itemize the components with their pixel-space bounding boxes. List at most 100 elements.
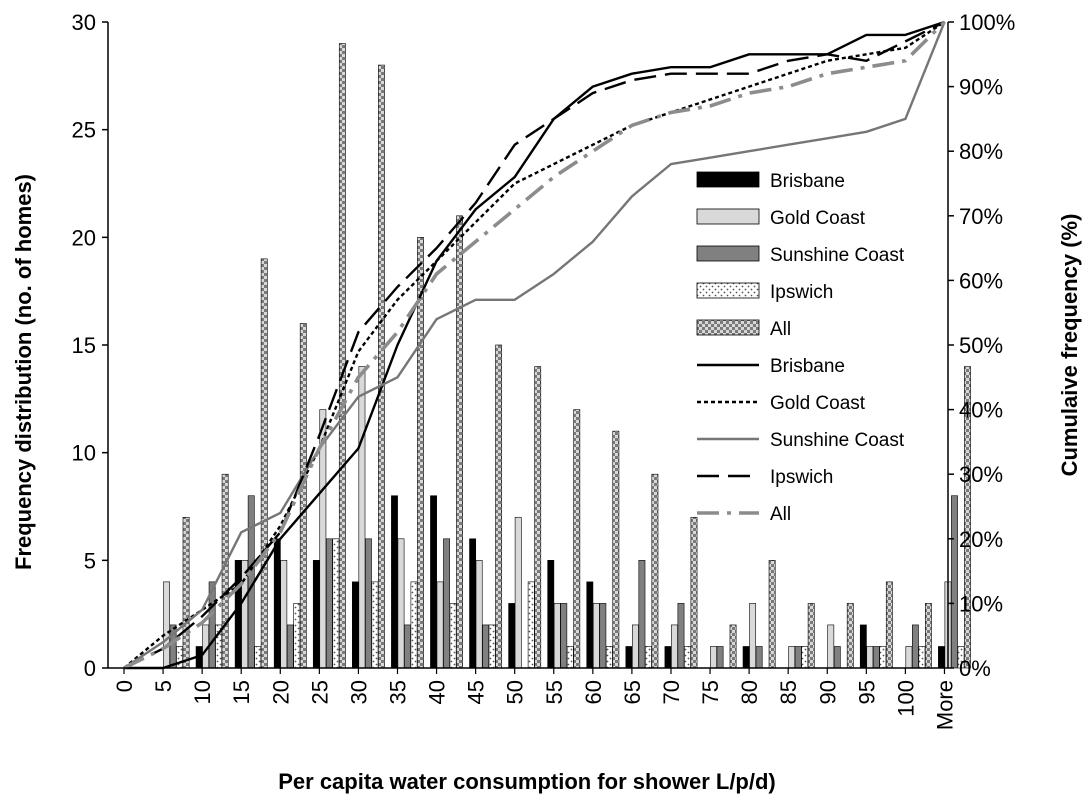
- x-tick-label: 85: [776, 680, 801, 704]
- bar-sunshine-coast-25: [325, 538, 333, 669]
- bar-all-20: [299, 323, 307, 669]
- bar-sunshine-coast-35: [404, 624, 411, 669]
- bar-gold-coast-85: [788, 646, 796, 669]
- y-axis-title: Frequency distribution (no. of homes): [11, 174, 36, 570]
- x-tick-label: 5: [151, 680, 176, 692]
- bar-gold-coast-65: [632, 624, 639, 669]
- y-tick-label: 15: [72, 333, 96, 358]
- bar-all-25: [338, 43, 346, 669]
- bar-ipswich-20: [293, 603, 301, 669]
- legend-label-line-brisbane: Brisbane: [770, 356, 845, 377]
- bar-series-all: [182, 43, 971, 669]
- y2-tick-label: 90%: [959, 75, 1003, 100]
- x-tick-label: 40: [425, 680, 450, 704]
- bar-all-95: [885, 581, 893, 669]
- bar-sunshine-coast-20: [286, 624, 294, 669]
- bar-ipswich-5: [176, 646, 183, 669]
- bar-sunshine-coast-55: [560, 603, 568, 669]
- bar-brisbane-45: [469, 538, 477, 669]
- bar-brisbane-more: [938, 646, 945, 669]
- bar-ipswich-60: [605, 646, 613, 669]
- bar-ipswich-25: [332, 538, 340, 669]
- bar-brisbane-70: [664, 646, 672, 669]
- legend-swatch-bar-sunshine-coast: [696, 245, 760, 262]
- y2-tick-label: 10%: [959, 591, 1003, 616]
- bar-sunshine-coast-more: [951, 495, 958, 669]
- bar-ipswich-30: [371, 581, 379, 669]
- legend-swatch-bar-gold-coast: [696, 208, 760, 225]
- x-tick-label: 60: [581, 680, 606, 704]
- y2-tick-label: 0%: [959, 656, 991, 681]
- bar-sunshine-coast-45: [482, 624, 490, 669]
- bar-brisbane-55: [547, 560, 555, 669]
- x-tick-label: 30: [346, 680, 371, 704]
- y-tick-label: 0: [84, 656, 96, 681]
- axes-layer: [107, 22, 949, 669]
- bar-all-70: [690, 516, 698, 669]
- bar-ipswich-40: [449, 603, 457, 669]
- x-axis-title: Per capita water consumption for shower …: [278, 769, 776, 794]
- x-tick-label: 95: [854, 680, 879, 704]
- bar-brisbane-40: [430, 495, 437, 669]
- bar-sunshine-coast-30: [365, 538, 372, 669]
- y-tick-label: 25: [72, 118, 96, 143]
- bar-all-15: [260, 258, 268, 669]
- bar-sunshine-coast-65: [638, 560, 646, 669]
- bar-ipswich-65: [645, 646, 652, 669]
- bar-gold-coast-75: [710, 646, 717, 669]
- bar-ipswich-55: [566, 646, 574, 669]
- legend-label-bar-brisbane: Brisbane: [770, 171, 845, 192]
- line-all: [123, 20, 946, 670]
- legend-swatch-bar-ipswich: [696, 282, 760, 299]
- bar-gold-coast-30: [358, 366, 366, 669]
- bar-all-90: [846, 603, 854, 669]
- bar-all-more: [964, 366, 971, 669]
- y2-tick-label: 60%: [959, 268, 1003, 293]
- bar-gold-coast-40: [436, 581, 444, 669]
- bar-gold-coast-15: [241, 560, 249, 669]
- bar-brisbane-50: [508, 603, 516, 669]
- bar-all-65: [651, 473, 659, 669]
- bar-ipswich-50: [527, 581, 535, 669]
- y2-tick-label: 80%: [959, 139, 1003, 164]
- legend-label-bar-all: All: [770, 319, 791, 340]
- bar-sunshine-coast-80: [755, 646, 763, 669]
- x-tick-label: 25: [307, 680, 332, 704]
- ticks-layer: 0 5 10 15 20 25 30 0% 10% 20% 30% 40% 50% 60% 70% 80% 90…: [72, 10, 1016, 730]
- bar-brisbane-60: [586, 581, 594, 669]
- y2-tick-label: 40%: [959, 398, 1003, 423]
- y2-tick-label: 50%: [959, 333, 1003, 358]
- bar-gold-coast-80: [749, 603, 757, 669]
- x-tick-label: 50: [503, 680, 528, 704]
- bar-all-5: [182, 516, 190, 669]
- y2-tick-label: 70%: [959, 204, 1003, 229]
- legend-label-bar-gold-coast: Gold Coast: [770, 208, 866, 229]
- lines-layer: [123, 20, 946, 670]
- bar-gold-coast-5: [163, 581, 170, 669]
- y2-tick-label: 20%: [959, 527, 1003, 552]
- line-ipswich: [123, 20, 946, 670]
- bar-ipswich-70: [684, 646, 691, 669]
- bar-ipswich-100: [918, 646, 926, 669]
- bar-ipswich-35: [410, 581, 418, 669]
- bar-ipswich-85: [801, 646, 809, 669]
- bars-layer: [163, 43, 971, 669]
- bar-all-45: [495, 344, 503, 669]
- bar-brisbane-95: [859, 624, 867, 669]
- y-tick-label: 30: [72, 10, 96, 35]
- y2-axis-title: Cumulaive frequency (%): [1057, 214, 1082, 477]
- legend-swatch-bar-brisbane: [696, 171, 760, 188]
- bar-all-50: [534, 366, 542, 669]
- x-tick-label: More: [932, 680, 957, 730]
- legend: Brisbane Gold Coast Sunshine Coast Ipswich A…: [696, 171, 905, 525]
- bar-sunshine-coast-60: [599, 603, 607, 669]
- bar-ipswich-15: [254, 646, 262, 669]
- legend-label-line-all: All: [770, 504, 791, 525]
- bar-sunshine-coast-90: [833, 646, 841, 669]
- bar-brisbane-20: [273, 538, 281, 669]
- x-tick-label: 20: [268, 680, 293, 704]
- x-tick-label: 70: [659, 680, 684, 704]
- bar-gold-coast-60: [592, 603, 600, 669]
